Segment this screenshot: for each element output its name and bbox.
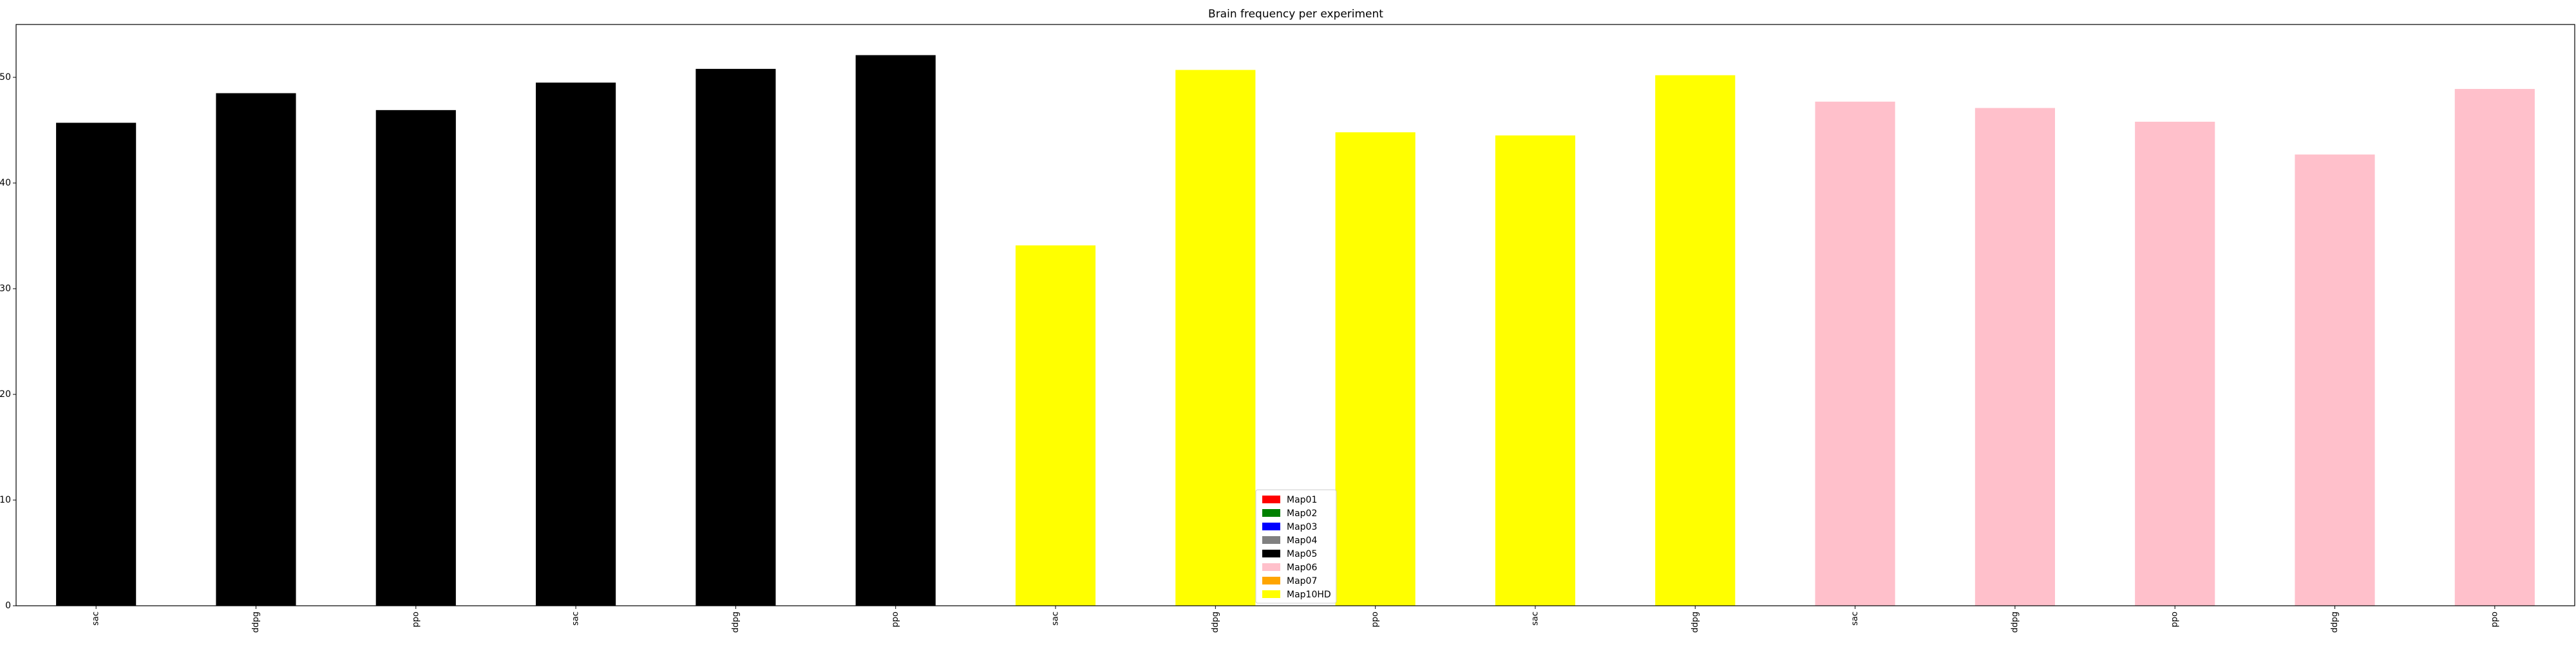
y-axis: 0 10 20 30 40 50 xyxy=(0,72,16,611)
bar xyxy=(1655,75,1736,606)
bar xyxy=(2454,89,2535,606)
bar xyxy=(1335,132,1416,606)
x-tick-label: ddpg xyxy=(1690,612,1700,633)
bars-group xyxy=(56,55,2535,606)
legend-swatch xyxy=(1262,536,1280,544)
y-tick-label: 10 xyxy=(0,495,11,505)
x-tick-label: sac xyxy=(1051,612,1061,626)
x-tick-label: ddpg xyxy=(251,612,261,633)
x-tick-label: sac xyxy=(1850,612,1860,626)
bar xyxy=(1495,135,1576,606)
legend-label: Map10HD xyxy=(1287,590,1331,600)
legend-swatch xyxy=(1262,509,1280,517)
legend-swatch xyxy=(1262,496,1280,503)
legend-label: Map01 xyxy=(1287,495,1317,505)
bar xyxy=(1175,70,1256,606)
bar xyxy=(1975,108,2055,606)
legend-swatch xyxy=(1262,523,1280,530)
x-axis: sac ddpg ppo sac ddpg ppo sac ddpg ppo sac ddpg sac… xyxy=(91,606,2499,633)
y-tick-label: 0 xyxy=(5,601,11,611)
bar xyxy=(536,82,616,606)
x-tick-label: sac xyxy=(91,612,101,626)
bar xyxy=(216,93,296,606)
y-tick-label: 20 xyxy=(0,389,11,400)
legend-label: Map03 xyxy=(1287,522,1317,532)
bar xyxy=(1015,245,1096,606)
y-tick-label: 50 xyxy=(0,72,11,82)
legend-label: Map07 xyxy=(1287,576,1317,586)
bar xyxy=(2135,121,2215,606)
legend-label: Map04 xyxy=(1287,536,1317,546)
legend-label: Map06 xyxy=(1287,563,1317,573)
y-tick-label: 40 xyxy=(0,178,11,188)
x-tick-label: ddpg xyxy=(2330,612,2340,633)
legend: Map01 Map02 Map03 Map04 Map05 Map06 Map07 Map10… xyxy=(1255,489,1337,604)
x-tick-label: ppo xyxy=(1370,612,1380,628)
x-tick-label: ppo xyxy=(411,612,421,628)
bar xyxy=(2295,154,2375,606)
legend-swatch xyxy=(1262,577,1280,584)
bar xyxy=(56,122,137,606)
legend-box xyxy=(1255,489,1337,604)
x-tick-label: ddpg xyxy=(1211,612,1220,633)
bar xyxy=(375,110,456,606)
legend-label: Map05 xyxy=(1287,549,1317,559)
legend-swatch xyxy=(1262,590,1280,598)
x-tick-label: ddpg xyxy=(2010,612,2020,633)
x-tick-label: sac xyxy=(1530,612,1540,626)
legend-label: Map02 xyxy=(1287,508,1317,519)
bar xyxy=(1815,101,1895,606)
x-tick-label: ddpg xyxy=(731,612,741,633)
plot-frame xyxy=(15,24,2575,606)
bar xyxy=(696,68,776,606)
x-tick-label: sac xyxy=(571,612,581,626)
y-tick-label: 30 xyxy=(0,284,11,294)
x-tick-label: ppo xyxy=(2490,612,2499,628)
bar xyxy=(855,55,936,606)
legend-swatch xyxy=(1262,563,1280,571)
legend-swatch xyxy=(1262,550,1280,557)
x-tick-label: ppo xyxy=(2170,612,2180,628)
x-tick-label: ppo xyxy=(891,612,900,628)
chart-title: Brain frequency per experiment xyxy=(1208,8,1383,21)
